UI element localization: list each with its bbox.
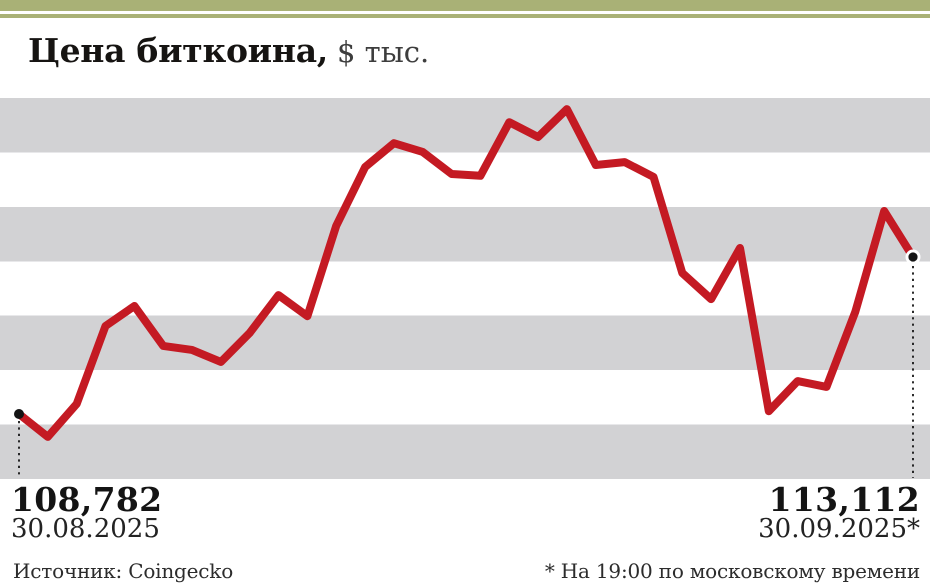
source-label: Источник: Coingecko [13,559,234,583]
masthead-bar [0,0,930,11]
page-title: Цена биткоина, $ тыс. [28,31,429,70]
end-dot [908,252,918,262]
footer: Источник: Coingecko * На 19:00 по москов… [13,559,920,583]
start-date-label: 30.08.2025 [11,514,160,544]
end-date-label: 30.09.2025* [758,514,920,544]
start-value-label: 108,782 [11,480,163,519]
page-title-unit: $ тыс. [337,35,430,69]
price-line [15,105,917,441]
start-dot [14,409,24,419]
page-title-text: Цена биткоина, [28,31,328,70]
end-value-label: 113,112 [768,480,920,519]
footnote-label: * На 19:00 по московскому времени [544,559,920,583]
masthead-rule [0,14,930,18]
chart-stripes [0,98,930,479]
